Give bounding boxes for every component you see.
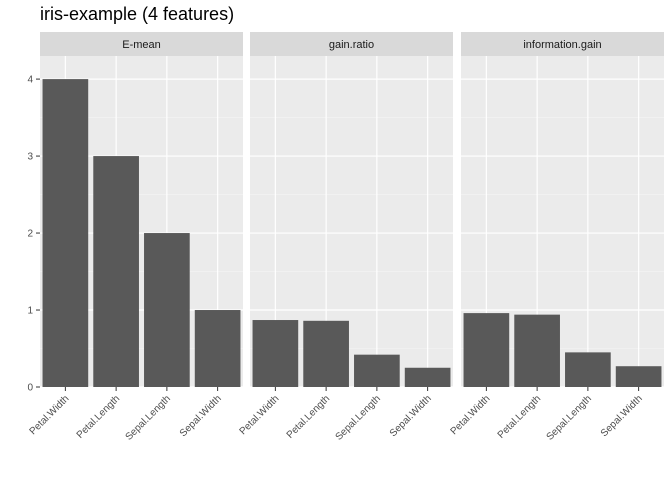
y-tick-label: 2 <box>27 229 33 240</box>
x-tick-label: Petal.Length <box>496 393 543 440</box>
y-tick-label: 3 <box>27 152 33 163</box>
y-tick-label: 0 <box>27 383 33 394</box>
bar-petal-width <box>463 313 510 387</box>
facet-strip-label: gain.ratio <box>329 39 374 51</box>
chart-title: iris-example (4 features) <box>40 4 235 24</box>
bar-sepal-width <box>615 366 662 387</box>
facet-panel-e-mean: E-mean Petal.Width Petal.Length Sepal.Lengt… <box>28 32 243 443</box>
x-tick-label: Sepal.Length <box>124 393 173 442</box>
bar-sepal-width <box>404 367 451 387</box>
x-tick-label: Petal.Width <box>28 393 72 437</box>
bar-sepal-length <box>144 233 190 387</box>
bar-sepal-length <box>354 354 400 387</box>
facet-panel-gain-ratio: gain.ratio Petal.Width Petal.Length Sepal.L… <box>238 32 453 443</box>
y-tick-label: 4 <box>27 75 33 86</box>
x-tick-label: Petal.Length <box>285 393 332 440</box>
x-tick-label: Petal.Width <box>238 393 282 437</box>
x-tick-label: Sepal.Width <box>599 393 645 439</box>
x-tick-label: Petal.Length <box>75 393 122 440</box>
x-tick-label: Sepal.Width <box>388 393 434 439</box>
bar-petal-length <box>514 314 560 387</box>
bar-petal-width <box>42 79 89 388</box>
facet-strip-label: E-mean <box>122 39 161 51</box>
bar-petal-length <box>303 320 349 387</box>
x-tick-label: Sepal.Length <box>545 393 594 442</box>
x-tick-label: Sepal.Width <box>178 393 224 439</box>
bar-petal-length <box>93 156 139 387</box>
x-tick-label: Petal.Width <box>449 393 493 437</box>
y-axis: 0 1 2 3 4 <box>27 75 40 394</box>
y-tick-label: 1 <box>27 306 33 317</box>
bar-sepal-length <box>565 352 611 387</box>
facet-strip-label: information.gain <box>523 39 601 51</box>
facet-strip <box>250 32 453 56</box>
bar-sepal-width <box>194 310 241 387</box>
facet-strip <box>461 32 664 56</box>
x-tick-label: Sepal.Length <box>334 393 383 442</box>
bar-petal-width <box>252 320 299 387</box>
facet-strip <box>40 32 243 56</box>
